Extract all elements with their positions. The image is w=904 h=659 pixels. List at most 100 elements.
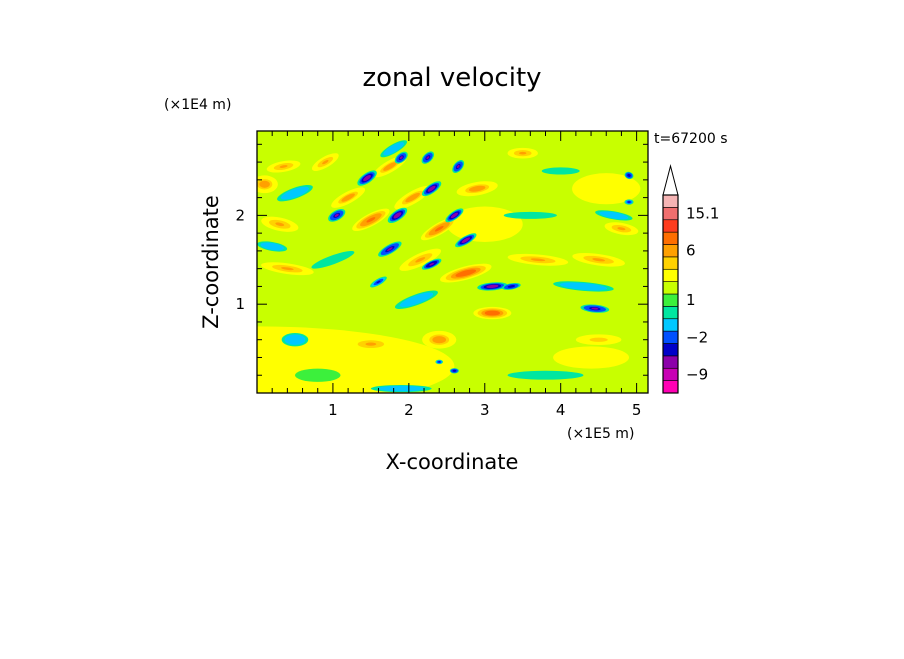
velocity-feature	[452, 160, 465, 174]
velocity-feature	[261, 262, 314, 276]
contour-band	[488, 285, 496, 288]
contour-band	[364, 176, 370, 180]
x-tick-label: 1	[328, 401, 338, 419]
colorbar-band	[662, 281, 679, 295]
x-tick-label: 3	[480, 401, 490, 419]
colorbar-band	[662, 306, 679, 320]
contour-band	[627, 174, 631, 177]
velocity-feature	[553, 346, 630, 369]
contour-band	[294, 368, 341, 382]
chart-title: zonal velocity	[362, 63, 541, 93]
velocity-feature	[266, 160, 301, 173]
contour-band	[290, 191, 300, 196]
contour-band	[385, 163, 394, 170]
x-tick-label: 5	[632, 401, 642, 419]
colorbar-band	[662, 231, 679, 245]
velocity-feature	[380, 140, 407, 158]
velocity-feature	[311, 153, 339, 171]
velocity-feature	[440, 263, 492, 283]
velocity-feature	[257, 241, 288, 252]
velocity-feature	[421, 258, 442, 270]
velocity-feature	[394, 151, 408, 164]
velocity-field	[257, 131, 648, 393]
plot-frame	[256, 130, 649, 394]
velocity-feature	[604, 222, 639, 236]
velocity-feature	[348, 337, 394, 351]
velocity-feature	[261, 216, 299, 232]
velocity-feature	[422, 330, 457, 349]
contour-band	[456, 164, 460, 169]
contour-band	[311, 250, 355, 269]
contour-band	[429, 262, 434, 266]
contour-band	[452, 213, 457, 218]
contour-band	[519, 151, 527, 155]
velocity-feature	[595, 210, 633, 221]
contour-band	[541, 167, 580, 175]
colorbar-label: 6	[686, 242, 696, 260]
contour-band	[387, 247, 393, 251]
contour-band	[415, 257, 426, 263]
velocity-feature	[477, 282, 508, 291]
velocity-feature	[420, 217, 458, 241]
contour-band	[617, 227, 626, 231]
colorbar-band	[662, 380, 679, 394]
contour-band	[376, 280, 381, 284]
velocity-feature	[352, 208, 390, 232]
velocity-feature	[624, 171, 634, 180]
velocity-feature	[357, 170, 377, 186]
contour-band	[429, 186, 434, 191]
velocity-feature	[399, 248, 442, 271]
velocity-feature	[507, 370, 584, 380]
contour-band	[530, 258, 546, 262]
velocity-feature	[257, 175, 278, 194]
contour-band	[411, 297, 422, 302]
colorbar-frame	[662, 194, 679, 394]
velocity-feature	[294, 368, 341, 382]
colorbar-band	[662, 293, 679, 307]
velocity-feature	[473, 306, 512, 320]
contour-band	[581, 354, 601, 361]
velocity-feature	[311, 250, 355, 269]
contour-band	[366, 217, 376, 223]
contour-band	[395, 213, 400, 218]
colorbar-band	[662, 367, 679, 381]
y-axis-title: Z-coordinate	[199, 195, 223, 329]
colorbar-band	[662, 355, 679, 369]
velocity-feature	[378, 241, 402, 257]
contour-band	[434, 225, 444, 232]
contour-band	[275, 222, 285, 227]
x-tick-label: 2	[404, 401, 414, 419]
contour-band	[609, 214, 619, 217]
contour-band	[268, 245, 276, 248]
contour-band	[509, 285, 514, 288]
y-unit-label: (×1E4 m)	[164, 97, 231, 113]
colorbar-band	[662, 219, 679, 233]
velocity-feature	[572, 252, 625, 267]
contour-band	[435, 337, 444, 342]
colorbar-band	[662, 256, 679, 270]
y-tick-label: 2	[235, 206, 245, 224]
x-axis-title: X-coordinate	[386, 450, 519, 474]
y-tick-label: 1	[235, 295, 245, 313]
velocity-feature	[370, 276, 387, 288]
contour-band	[507, 370, 584, 380]
colorbar-band	[662, 268, 679, 282]
colorbar: 15.1 6 1 −2 −9	[662, 164, 719, 394]
velocity-feature	[435, 359, 444, 365]
colorbar-band	[662, 244, 679, 258]
time-label: t=67200 s	[654, 131, 728, 147]
velocity-feature	[421, 181, 442, 197]
velocity-feature	[445, 208, 464, 223]
velocity-feature	[553, 281, 614, 292]
x-tick-label: 4	[556, 401, 566, 419]
velocity-feature	[277, 184, 313, 202]
contour-band	[487, 311, 497, 315]
contour-band	[322, 159, 329, 165]
velocity-feature	[328, 209, 346, 222]
contour-band	[503, 211, 557, 219]
velocity-feature	[394, 290, 438, 310]
velocity-feature	[624, 199, 634, 205]
contour-band	[344, 195, 353, 201]
colorbar-overflow-cap	[662, 164, 679, 196]
contour-band	[261, 182, 268, 187]
